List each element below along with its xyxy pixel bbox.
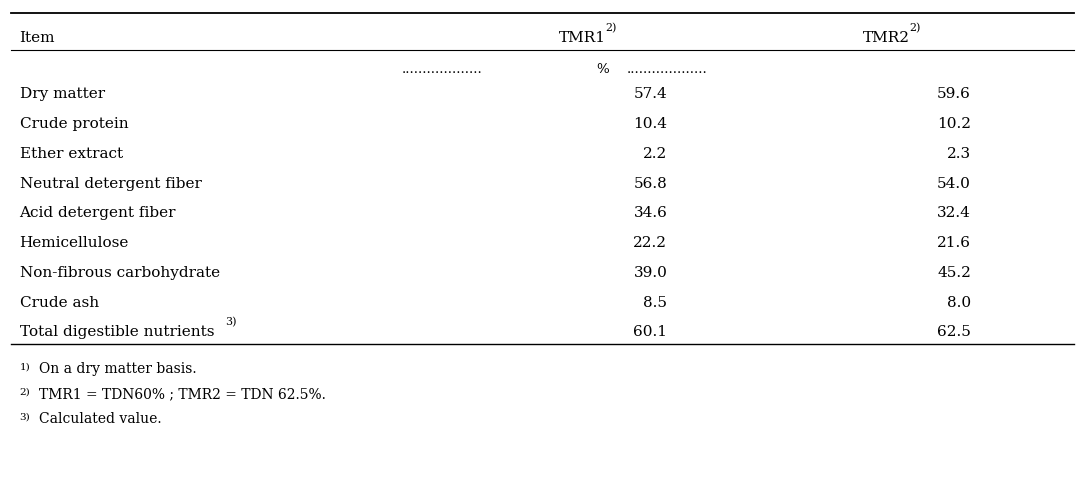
Text: TMR1 = TDN60% ; TMR2 = TDN 62.5%.: TMR1 = TDN60% ; TMR2 = TDN 62.5%. xyxy=(39,387,326,401)
Text: 10.4: 10.4 xyxy=(634,117,667,131)
Text: ...................: ................... xyxy=(401,63,482,76)
Text: Hemicellulose: Hemicellulose xyxy=(20,236,129,250)
Text: Neutral detergent fiber: Neutral detergent fiber xyxy=(20,177,202,191)
Text: Crude ash: Crude ash xyxy=(20,296,99,310)
Text: 8.5: 8.5 xyxy=(643,296,667,310)
Text: 2): 2) xyxy=(605,23,616,33)
Text: 32.4: 32.4 xyxy=(937,206,971,220)
Text: 57.4: 57.4 xyxy=(634,87,667,101)
Text: Ether extract: Ether extract xyxy=(20,147,123,161)
Text: On a dry matter basis.: On a dry matter basis. xyxy=(39,362,196,376)
Text: TMR2: TMR2 xyxy=(863,31,909,45)
Text: Item: Item xyxy=(20,31,55,45)
Text: 39.0: 39.0 xyxy=(634,266,667,280)
Text: Non-fibrous carbohydrate: Non-fibrous carbohydrate xyxy=(20,266,219,280)
Text: 22.2: 22.2 xyxy=(634,236,667,250)
Text: 8.0: 8.0 xyxy=(947,296,971,310)
Text: 2.2: 2.2 xyxy=(643,147,667,161)
Text: 62.5: 62.5 xyxy=(937,325,971,339)
Text: 54.0: 54.0 xyxy=(937,177,971,191)
Text: 2.3: 2.3 xyxy=(947,147,971,161)
Text: 60.1: 60.1 xyxy=(634,325,667,339)
Text: 10.2: 10.2 xyxy=(937,117,971,131)
Text: 2): 2) xyxy=(20,387,30,396)
Text: ...................: ................... xyxy=(627,63,707,76)
Text: 59.6: 59.6 xyxy=(937,87,971,101)
Text: %: % xyxy=(596,63,609,76)
Text: 45.2: 45.2 xyxy=(937,266,971,280)
Text: Crude protein: Crude protein xyxy=(20,117,128,131)
Text: 3): 3) xyxy=(226,317,237,327)
Text: TMR1: TMR1 xyxy=(559,31,605,45)
Text: Dry matter: Dry matter xyxy=(20,87,104,101)
Text: 2): 2) xyxy=(909,23,920,33)
Text: 34.6: 34.6 xyxy=(634,206,667,220)
Text: Acid detergent fiber: Acid detergent fiber xyxy=(20,206,176,220)
Text: 21.6: 21.6 xyxy=(937,236,971,250)
Text: Calculated value.: Calculated value. xyxy=(39,412,162,426)
Text: 56.8: 56.8 xyxy=(634,177,667,191)
Text: Total digestible nutrients: Total digestible nutrients xyxy=(20,325,214,339)
Text: 3): 3) xyxy=(20,412,30,421)
Text: 1): 1) xyxy=(20,362,30,371)
